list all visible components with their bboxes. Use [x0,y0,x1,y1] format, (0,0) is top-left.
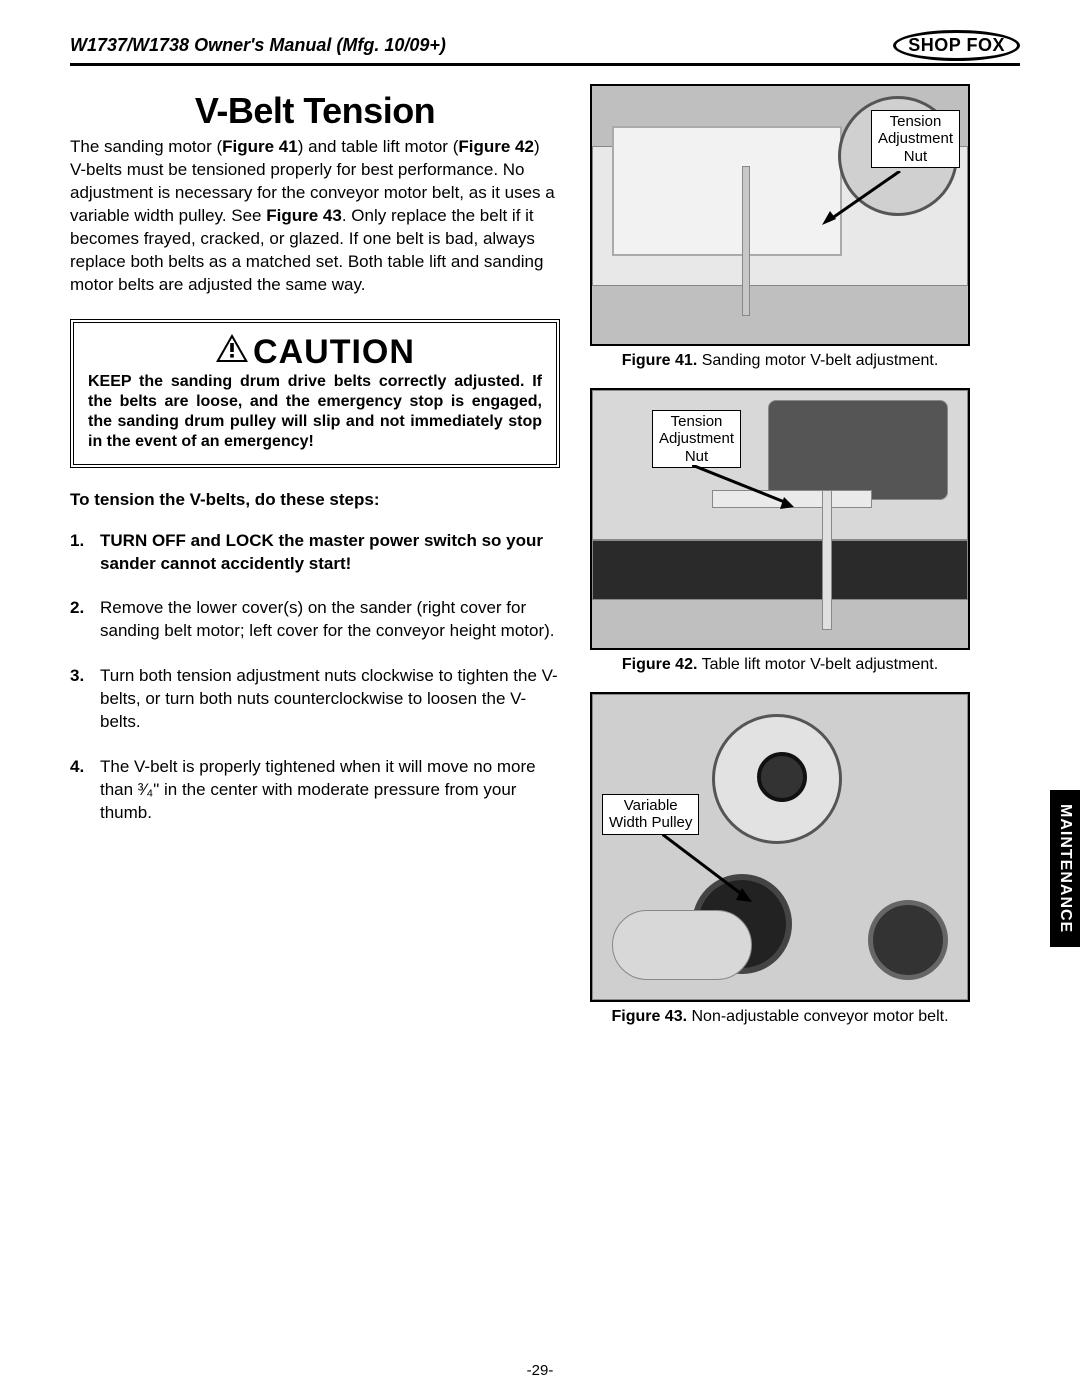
brand-logo-text: SHOP FOX [893,30,1020,61]
left-column: V-Belt Tension The sanding motor (Figure… [70,84,560,1044]
figure-41-caption: Figure 41. Sanding motor V-belt adjustme… [590,352,970,370]
figure-43-caption: Figure 43. Non-adjustable conveyor motor… [590,1008,970,1026]
figure-43: VariableWidth Pulley [590,692,970,1002]
steps-list: TURN OFF and LOCK the master power switc… [70,530,560,825]
step-1: TURN OFF and LOCK the master power switc… [70,530,560,576]
step-2: Remove the lower cover(s) on the sander … [70,597,560,643]
step-3: Turn both tension adjustment nuts clockw… [70,665,560,734]
page-header: W1737/W1738 Owner's Manual (Mfg. 10/09+)… [70,30,1020,66]
right-column: TensionAdjustmentNut Figure 41. Sanding … [590,84,970,1044]
caution-body: KEEP the sanding drum drive belts correc… [88,372,542,452]
warning-icon [215,333,249,372]
intro-paragraph: The sanding motor (Figure 41) and table … [70,136,560,297]
caution-heading-text: CAUTION [253,333,415,372]
callout-text: TensionAdjustmentNut [878,113,953,165]
caution-box: CAUTION KEEP the sanding drum drive belt… [70,319,560,468]
step-4: The V-belt is properly tightened when it… [70,756,560,825]
callout-text: VariableWidth Pulley [609,797,692,831]
figure-41: TensionAdjustmentNut [590,84,970,346]
figure-42: TensionAdjustmentNut [590,388,970,650]
page-number: -29- [0,1362,1080,1379]
manual-title: W1737/W1738 Owner's Manual (Mfg. 10/09+) [70,35,446,56]
callout-text: TensionAdjustmentNut [659,413,734,465]
page-title: V-Belt Tension [70,90,560,132]
figure-43-callout: VariableWidth Pulley [602,794,699,835]
section-tab: MAINTENANCE [1050,790,1080,947]
figure-42-caption: Figure 42. Table lift motor V-belt adjus… [590,656,970,674]
figure-41-callout: TensionAdjustmentNut [871,110,960,168]
figure-42-callout: TensionAdjustmentNut [652,410,741,468]
caution-heading: CAUTION [88,333,542,372]
main-content: V-Belt Tension The sanding motor (Figure… [70,84,1020,1044]
brand-logo: SHOP FOX [893,30,1020,61]
steps-intro: To tension the V-belts, do these steps: [70,490,560,510]
